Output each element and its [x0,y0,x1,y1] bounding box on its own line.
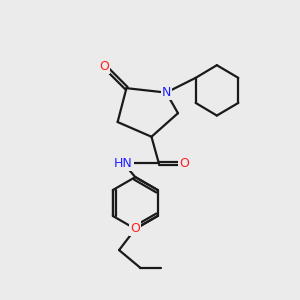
Text: HN: HN [114,157,133,170]
Text: N: N [161,86,171,99]
Text: O: O [130,222,140,236]
Text: O: O [99,60,109,73]
Text: O: O [179,157,189,170]
